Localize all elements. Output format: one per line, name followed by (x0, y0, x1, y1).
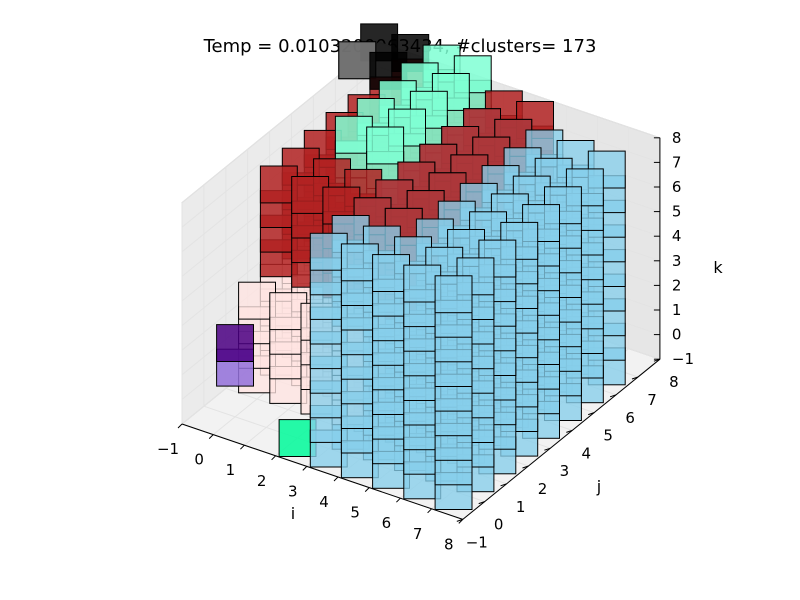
i-tick-label: 5 (350, 504, 360, 522)
i-tick (333, 476, 339, 482)
k-tick-label: 2 (672, 276, 682, 294)
voxel-cube (403, 264, 442, 303)
k-axis-label: k (713, 258, 723, 277)
k-tick-label: −1 (672, 350, 694, 368)
i-tick (240, 444, 245, 450)
j-tick-label: 1 (516, 498, 526, 516)
i-tick (364, 487, 370, 492)
i-tick-label: 7 (413, 525, 423, 543)
i-tick-label: 0 (194, 451, 204, 469)
i-tick-label: 2 (257, 472, 267, 490)
j-tick-label: 6 (625, 409, 635, 427)
i-tick-label: 1 (226, 461, 236, 479)
grid-line (181, 66, 380, 228)
i-tick-label: 6 (382, 514, 392, 532)
j-axis-line (462, 358, 661, 520)
j-tick-label: 0 (494, 516, 504, 534)
i-tick (177, 423, 183, 429)
j-tick-label: 7 (647, 391, 657, 409)
j-tick-label: 5 (603, 427, 613, 445)
voxel-cube (434, 275, 473, 314)
i-tick (208, 434, 214, 439)
i-tick (271, 455, 276, 461)
j-tick-label: 4 (582, 444, 592, 462)
k-tick-label: 0 (672, 326, 682, 344)
voxel-cube (366, 126, 405, 165)
voxel-cube (334, 115, 373, 154)
k-tick-label: 7 (672, 153, 682, 171)
j-tick (544, 447, 551, 451)
j-tick (522, 465, 529, 469)
j-tick (588, 412, 595, 416)
j-tick (478, 501, 485, 505)
i-tick-label: 4 (319, 493, 329, 511)
j-tick (566, 429, 573, 433)
k-tick-label: 4 (672, 227, 682, 245)
voxel-cubes (216, 23, 626, 511)
i-tick-label: 3 (288, 482, 298, 500)
k-tick-label: 8 (672, 129, 682, 147)
voxel-cube (216, 324, 255, 363)
k-tick-label: 1 (672, 301, 682, 319)
i-tick (302, 466, 308, 471)
j-tick-label: 2 (538, 480, 548, 498)
j-tick (609, 394, 617, 398)
k-tick-label: 6 (672, 178, 682, 196)
i-tick (427, 508, 432, 514)
j-tick-label: −1 (466, 533, 488, 551)
j-tick-label: 3 (560, 462, 570, 480)
j-tick (653, 358, 661, 362)
i-axis-line (181, 423, 463, 520)
i-axis-label: i (291, 504, 295, 523)
k-tick-label: 3 (672, 252, 682, 270)
i-tick-label: 8 (444, 535, 454, 553)
j-tick (631, 376, 639, 380)
k-tick-label: 5 (672, 203, 682, 221)
i-tick (396, 497, 401, 503)
i-tick (458, 519, 464, 524)
j-tick-label: 8 (669, 373, 679, 391)
j-axis-label: j (596, 477, 601, 496)
j-tick (500, 483, 507, 487)
i-tick-label: −1 (157, 440, 179, 458)
